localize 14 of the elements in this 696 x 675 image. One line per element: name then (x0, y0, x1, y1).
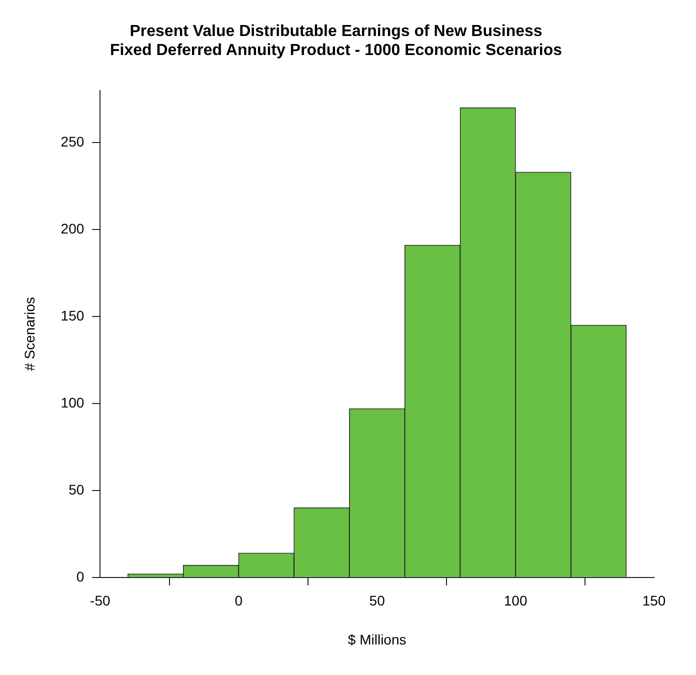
x-tick-label: 150 (642, 592, 666, 609)
chart-title: Present Value Distributable Earnings of New Business Fixed Deferred Annuity Product - 1000 Economic Scenarios (110, 23, 562, 60)
x-tick-label: 0 (234, 592, 243, 609)
y-tick-label: 250 (60, 133, 84, 150)
y-axis-title: # Scenarios (21, 296, 38, 371)
y-tick-label: 0 (76, 568, 84, 584)
y-tick-label: 50 (68, 481, 84, 498)
y-tick-label: 150 (60, 307, 84, 324)
x-tick-label: 50 (369, 592, 386, 609)
y-tick-label: 100 (60, 394, 84, 410)
x-axis-title: $ Millions (348, 631, 406, 648)
x-tick-label: -50 (90, 592, 110, 609)
x-tick-label: 100 (504, 592, 528, 609)
y-tick-label: 200 (60, 220, 84, 236)
